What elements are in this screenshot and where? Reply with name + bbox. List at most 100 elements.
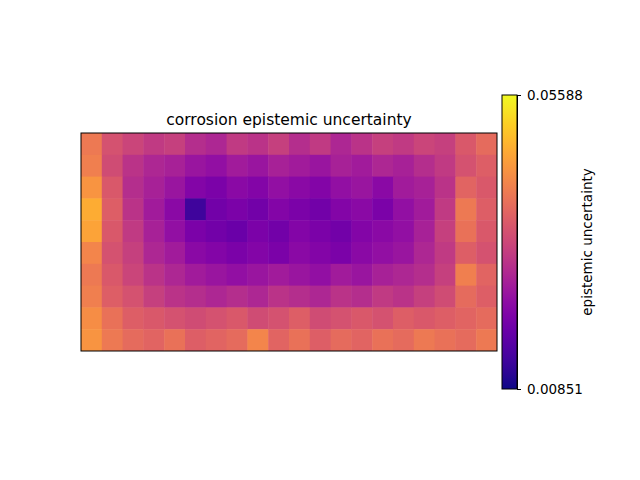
heatmap-cell xyxy=(164,264,185,286)
heatmap-cell xyxy=(206,155,227,177)
colorbar-tick: 0.05588 xyxy=(517,87,583,103)
heatmap-cell xyxy=(268,198,289,220)
chart: corrosion epistemic uncertainty0.008510.… xyxy=(0,0,640,480)
heatmap-cell xyxy=(102,242,123,264)
heatmap-cell xyxy=(476,198,497,220)
heatmap-cell xyxy=(455,155,476,177)
heatmap-cell xyxy=(476,220,497,242)
heatmap-cell xyxy=(435,329,456,351)
heatmap-cell xyxy=(372,155,393,177)
heatmap-cell xyxy=(206,198,227,220)
colorbar-tick-label: 0.00851 xyxy=(527,381,583,397)
heatmap-cell xyxy=(310,286,331,308)
heatmap-cell xyxy=(206,329,227,351)
heatmap-cell xyxy=(310,307,331,329)
heatmap-cell xyxy=(393,155,414,177)
heatmap-cell xyxy=(310,198,331,220)
heatmap-cell xyxy=(289,177,310,199)
heatmap-cell xyxy=(227,242,248,264)
heatmap-cell xyxy=(455,242,476,264)
heatmap-cell xyxy=(185,198,206,220)
heatmap-cell xyxy=(289,329,310,351)
heatmap-cell xyxy=(393,220,414,242)
heatmap-cell xyxy=(81,242,102,264)
heatmap-cell xyxy=(206,286,227,308)
heatmap-cell xyxy=(455,264,476,286)
heatmap-cell xyxy=(476,177,497,199)
heatmap-cell xyxy=(227,177,248,199)
heatmap-cell xyxy=(393,133,414,155)
heatmap-cell xyxy=(310,242,331,264)
heatmap-cell xyxy=(247,286,268,308)
heatmap-cell xyxy=(247,177,268,199)
heatmap-cell xyxy=(247,155,268,177)
heatmap-cell xyxy=(331,177,352,199)
colorbar-outline xyxy=(502,95,517,389)
heatmap-cell xyxy=(331,133,352,155)
heatmap-cell xyxy=(102,133,123,155)
heatmap-cell xyxy=(81,220,102,242)
heatmap-cell xyxy=(414,307,435,329)
heatmap-cell xyxy=(435,177,456,199)
heatmap-cell xyxy=(435,242,456,264)
heatmap-cell xyxy=(372,286,393,308)
heatmap-cell xyxy=(81,329,102,351)
heatmap-cell xyxy=(331,198,352,220)
heatmap-cell xyxy=(185,177,206,199)
heatmap-cell xyxy=(227,264,248,286)
heatmap-cell xyxy=(164,242,185,264)
heatmap-cell xyxy=(102,220,123,242)
heatmap-cell xyxy=(289,264,310,286)
heatmap-cell xyxy=(123,220,144,242)
colorbar-label: epistemic uncertainty xyxy=(579,168,595,315)
heatmap-cell xyxy=(123,329,144,351)
heatmap-cell xyxy=(435,307,456,329)
heatmap-cell xyxy=(164,329,185,351)
heatmap-cell xyxy=(455,133,476,155)
heatmap-cell xyxy=(289,198,310,220)
heatmap-cell xyxy=(206,220,227,242)
heatmap-cell xyxy=(435,133,456,155)
heatmap-cell xyxy=(331,264,352,286)
heatmap-cell xyxy=(372,307,393,329)
heatmap-cell xyxy=(227,155,248,177)
heatmap-cell xyxy=(227,329,248,351)
heatmap-cell xyxy=(206,307,227,329)
heatmap-cell xyxy=(268,307,289,329)
heatmap-cell xyxy=(289,133,310,155)
plot-frame xyxy=(81,133,497,351)
heatmap-cells xyxy=(81,133,497,351)
heatmap-cell xyxy=(227,198,248,220)
heatmap-cell xyxy=(185,133,206,155)
heatmap-cell xyxy=(310,155,331,177)
heatmap-cell xyxy=(351,198,372,220)
heatmap-cell xyxy=(393,177,414,199)
heatmap-cell xyxy=(268,264,289,286)
heatmap-cell xyxy=(164,133,185,155)
heatmap-cell xyxy=(102,307,123,329)
heatmap-cell xyxy=(143,177,164,199)
heatmap-cell xyxy=(185,264,206,286)
heatmap-cell xyxy=(247,307,268,329)
heatmap-cell xyxy=(331,329,352,351)
heatmap-cell xyxy=(164,286,185,308)
heatmap-cell xyxy=(123,133,144,155)
heatmap-cell xyxy=(206,177,227,199)
heatmap-cell xyxy=(143,286,164,308)
heatmap-cell xyxy=(331,220,352,242)
heatmap-cell xyxy=(455,177,476,199)
heatmap-cell xyxy=(393,264,414,286)
heatmap-cell xyxy=(143,242,164,264)
heatmap-cell xyxy=(185,242,206,264)
heatmap-cell xyxy=(185,307,206,329)
heatmap-cell xyxy=(310,133,331,155)
heatmap-cell xyxy=(123,242,144,264)
heatmap-cell xyxy=(289,307,310,329)
heatmap-cell xyxy=(310,220,331,242)
heatmap-cell xyxy=(185,220,206,242)
heatmap-cell xyxy=(268,242,289,264)
heatmap-cell xyxy=(81,264,102,286)
heatmap-cell xyxy=(164,198,185,220)
heatmap-cell xyxy=(351,264,372,286)
heatmap-cell xyxy=(268,286,289,308)
